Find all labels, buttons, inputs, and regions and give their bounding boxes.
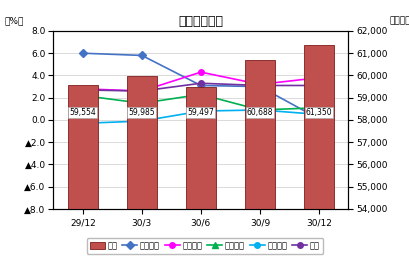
Title: 貸出金の推移: 貸出金の推移 — [178, 15, 223, 28]
Text: 59,554: 59,554 — [69, 108, 96, 117]
Bar — [303, 45, 333, 258]
Text: 59,985: 59,985 — [128, 108, 155, 117]
Bar — [127, 76, 156, 258]
Text: 59,497: 59,497 — [187, 108, 214, 117]
Bar — [68, 85, 97, 258]
Y-axis label: （億円）: （億円） — [389, 17, 409, 26]
Bar — [186, 87, 215, 258]
Legend: 残高, 都市銀行, 地方銀行, 信用金庫, 信用組合, 合計: 残高, 都市銀行, 地方銀行, 信用金庫, 信用組合, 合計 — [86, 238, 323, 254]
Y-axis label: （%）: （%） — [4, 17, 24, 26]
Bar — [245, 60, 274, 258]
Text: 61,350: 61,350 — [305, 108, 331, 117]
Text: 60,688: 60,688 — [246, 108, 272, 117]
